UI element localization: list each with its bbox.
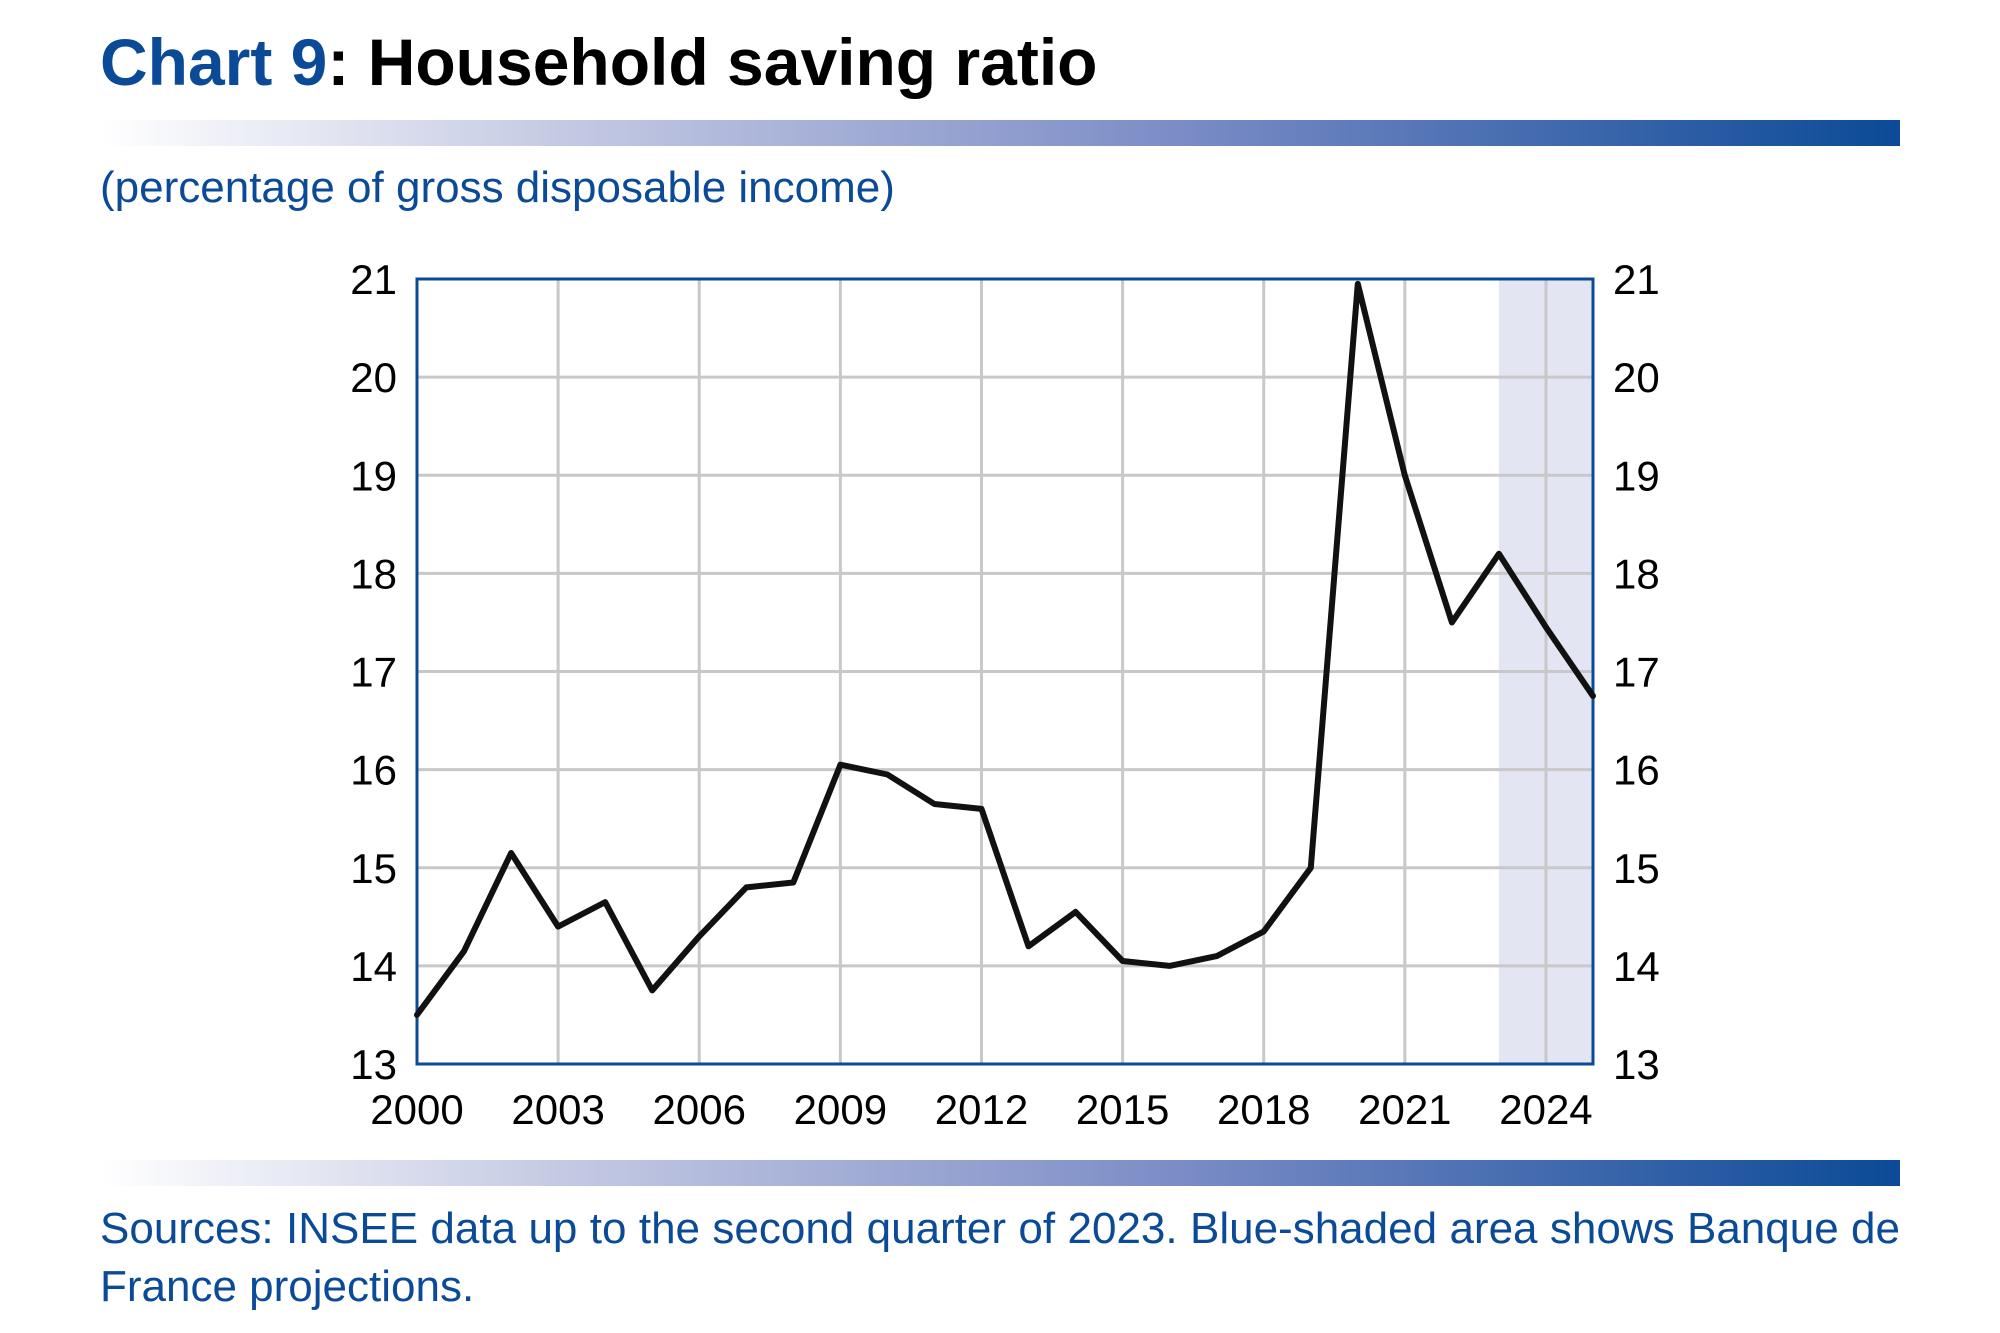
y-tick-label-left: 16 [350, 747, 397, 794]
y-tick-label-right: 14 [1613, 943, 1660, 990]
y-tick-label-right: 15 [1613, 845, 1660, 892]
chart-subtitle: (percentage of gross disposable income) [100, 163, 895, 212]
chart-title: Chart 9: Household saving ratio [100, 22, 1097, 102]
chart-title-text: : Household saving ratio [327, 25, 1098, 99]
x-tick-label: 2009 [794, 1086, 887, 1133]
y-tick-label-left: 20 [350, 354, 397, 401]
chart-number: Chart 9 [100, 25, 328, 99]
y-tick-label-left: 15 [350, 845, 397, 892]
y-tick-label-left: 13 [350, 1041, 397, 1088]
x-tick-label: 2003 [511, 1086, 604, 1133]
y-tick-label-left: 19 [350, 452, 397, 499]
x-tick-label: 2021 [1358, 1086, 1451, 1133]
saving-ratio-line [414, 280, 1596, 1018]
x-tick-label: 2006 [653, 1086, 746, 1133]
y-tick-label-right: 19 [1613, 452, 1660, 499]
y-tick-label-right: 20 [1613, 354, 1660, 401]
y-tick-label-right: 17 [1613, 649, 1660, 696]
x-tick-label: 2024 [1499, 1086, 1592, 1133]
footer-gradient-band [100, 1160, 1900, 1186]
y-tick-label-left: 14 [350, 943, 397, 990]
y-tick-label-left: 18 [350, 550, 397, 597]
y-tick-label-left: 17 [350, 649, 397, 696]
y-tick-label-right: 21 [1613, 256, 1660, 303]
y-tick-label-right: 16 [1613, 747, 1660, 794]
y-tick-label-right: 18 [1613, 550, 1660, 597]
x-tick-label: 2015 [1076, 1086, 1169, 1133]
y-tick-label-left: 21 [350, 256, 397, 303]
x-tick-label: 2000 [370, 1086, 463, 1133]
source-note: Sources: INSEE data up to the second qua… [100, 1204, 1900, 1311]
x-tick-label: 2012 [935, 1086, 1028, 1133]
header-gradient-band [100, 120, 1900, 146]
y-tick-label-right: 13 [1613, 1041, 1660, 1088]
x-tick-label: 2018 [1217, 1086, 1310, 1133]
plot-frame [415, 277, 1595, 1066]
